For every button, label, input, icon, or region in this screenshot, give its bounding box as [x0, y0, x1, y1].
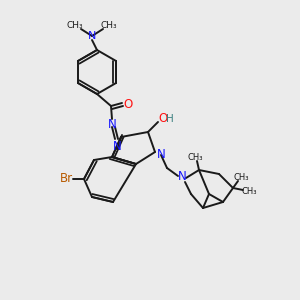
Text: CH₃: CH₃: [67, 22, 83, 31]
Text: N: N: [88, 31, 96, 41]
Text: Br: Br: [59, 172, 73, 185]
Text: O: O: [158, 112, 168, 125]
Text: CH₃: CH₃: [101, 22, 117, 31]
Text: N: N: [112, 140, 122, 152]
Text: N: N: [178, 170, 186, 184]
Text: CH₃: CH₃: [233, 173, 249, 182]
Text: N: N: [157, 148, 165, 160]
Text: CH₃: CH₃: [187, 154, 203, 163]
Text: H: H: [166, 114, 174, 124]
Text: O: O: [123, 98, 133, 110]
Text: CH₃: CH₃: [241, 188, 257, 196]
Text: N: N: [108, 118, 116, 130]
